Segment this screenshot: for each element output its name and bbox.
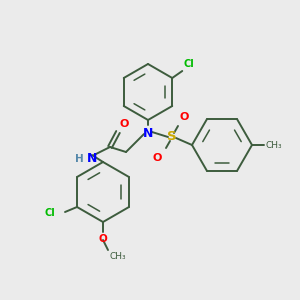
Text: O: O [180, 112, 189, 122]
Text: S: S [167, 130, 177, 143]
Text: O: O [99, 234, 107, 244]
Text: O: O [153, 153, 162, 163]
Text: CH₃: CH₃ [265, 140, 282, 149]
Text: N: N [143, 127, 153, 140]
Text: CH₃: CH₃ [109, 252, 126, 261]
Text: Cl: Cl [44, 208, 55, 218]
Text: N: N [87, 152, 97, 166]
Text: H: H [75, 154, 84, 164]
Text: O: O [120, 119, 129, 129]
Text: Cl: Cl [183, 59, 194, 69]
